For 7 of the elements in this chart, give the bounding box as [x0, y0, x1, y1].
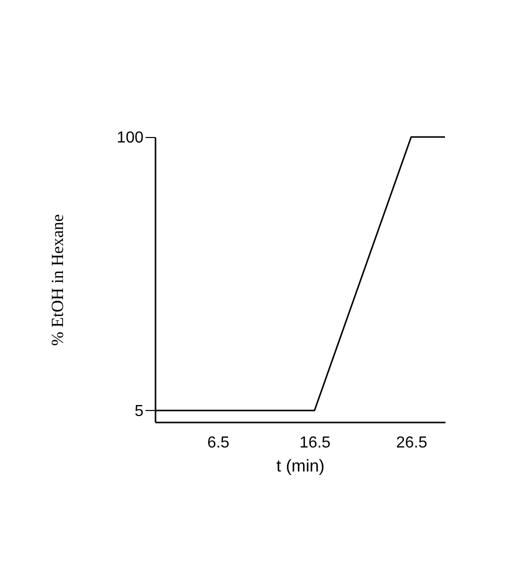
- y-tick-label: 5: [134, 402, 144, 420]
- y-tick-label: 100: [116, 130, 144, 146]
- x-tick-label: 16.5: [299, 434, 331, 452]
- x-axis-title: t (min): [276, 456, 325, 476]
- y-axis-title: % EtOH in Hexane: [48, 214, 67, 346]
- x-tick-label: 26.5: [396, 434, 428, 452]
- x-tick-label: 6.5: [207, 434, 230, 452]
